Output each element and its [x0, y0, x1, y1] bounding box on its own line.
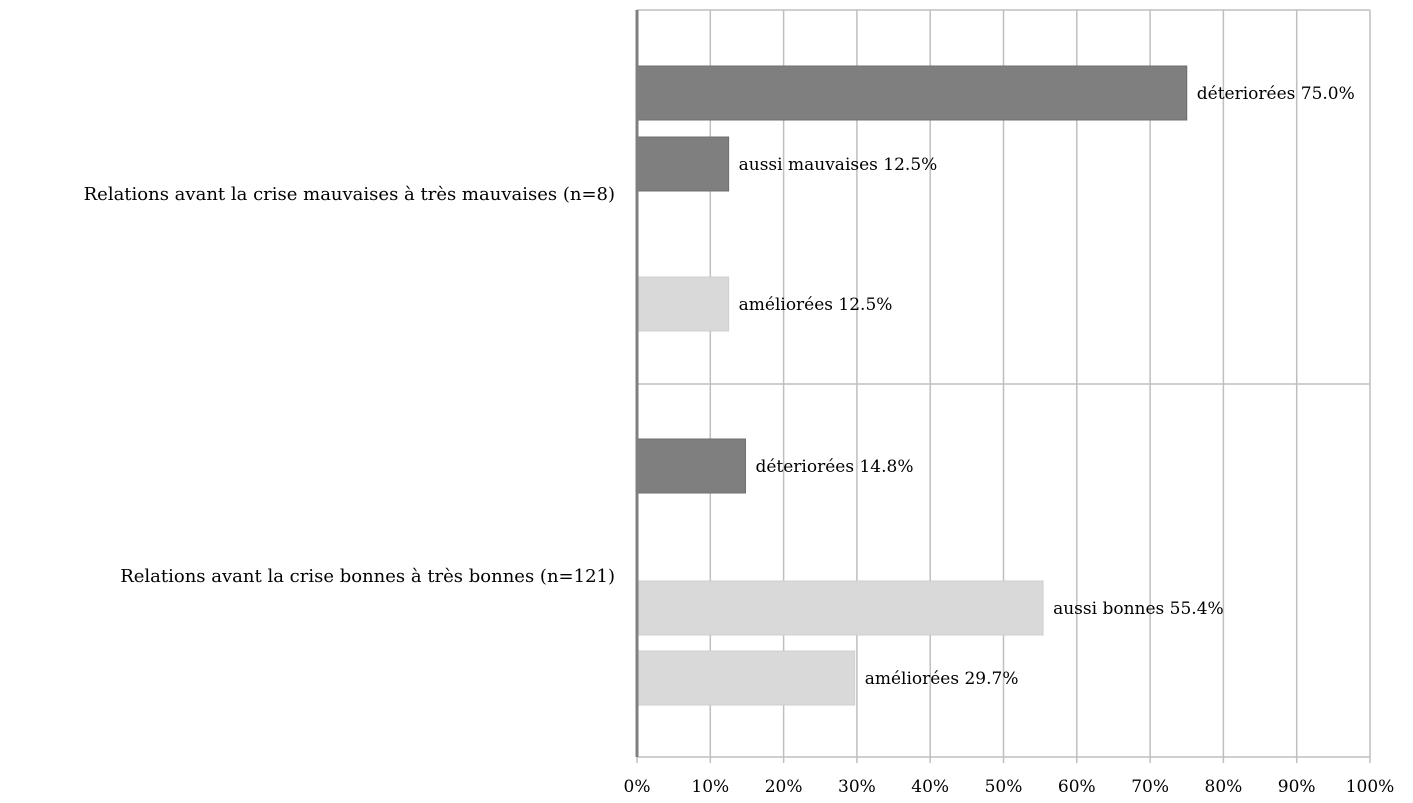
- bar-data-label: déteriorées 14.8%: [755, 457, 913, 477]
- x-tick-label: 10%: [691, 777, 729, 797]
- x-tick-label: 20%: [765, 777, 803, 797]
- bars: [636, 65, 1188, 706]
- bar-data-label: améliorées 12.5%: [739, 295, 893, 315]
- bar-data-label: aussi mauvaises 12.5%: [739, 155, 938, 175]
- bar-data-label: aussi bonnes 55.4%: [1053, 599, 1224, 619]
- x-tick-label: 70%: [1131, 777, 1169, 797]
- category-label: Relations avant la crise bonnes à très b…: [120, 566, 615, 587]
- bar-data-label: améliorées 29.7%: [865, 669, 1019, 689]
- category-label: Relations avant la crise mauvaises à trè…: [84, 184, 615, 205]
- x-tick-label: 30%: [838, 777, 876, 797]
- bar: [636, 438, 746, 494]
- x-tick-label: 80%: [1205, 777, 1243, 797]
- gridlines: [636, 9, 1371, 763]
- x-tick-label: 90%: [1278, 777, 1316, 797]
- x-tick-label: 0%: [624, 777, 651, 797]
- bar: [636, 276, 730, 332]
- bar: [636, 650, 856, 706]
- data-labels: déteriorées 75.0% aussi mauvaises 12.5% am…: [739, 84, 1355, 689]
- bar: [636, 136, 730, 192]
- x-tick-label: 40%: [911, 777, 949, 797]
- bar: [636, 65, 1188, 121]
- x-tick-label: 60%: [1058, 777, 1096, 797]
- bar-data-label: déteriorées 75.0%: [1197, 84, 1355, 104]
- bar: [636, 580, 1044, 636]
- x-tick-label: 50%: [985, 777, 1023, 797]
- axes: 0% 10% 20% 30% 40% 50% 60% 70% 80% 90% 100% Relatio…: [84, 10, 1395, 797]
- x-tick-label: 100%: [1346, 777, 1395, 797]
